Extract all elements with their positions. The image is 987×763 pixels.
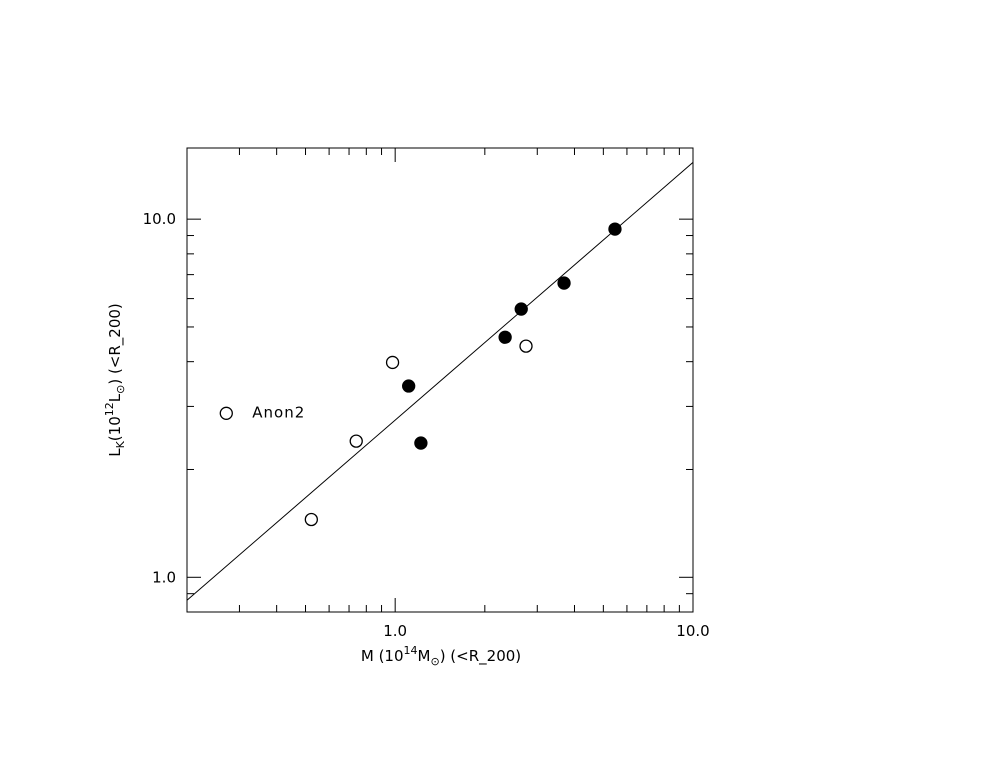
x-tick-label: 1.0 xyxy=(383,622,407,640)
y-label-part: (10 xyxy=(106,416,124,441)
y-label-sub: ⊙ xyxy=(114,385,127,394)
annotation: Anon2 xyxy=(252,403,305,421)
x-label-sub: ⊙ xyxy=(430,655,439,668)
y-tick-label: 10.0 xyxy=(143,210,176,228)
point xyxy=(414,436,428,450)
y-label-part: L xyxy=(106,393,124,402)
point xyxy=(514,302,528,316)
y-label-sub: K xyxy=(114,440,127,448)
point xyxy=(219,406,233,420)
point xyxy=(304,512,318,527)
y-label-part: ) (<R_200) xyxy=(106,303,125,384)
fit-line xyxy=(186,162,694,601)
y-label-part: L xyxy=(106,448,124,457)
x-label-part: ) (<R_200) xyxy=(440,647,521,666)
y-axis-label: LK(1012L⊙) (<R_200) xyxy=(103,303,127,457)
point xyxy=(557,276,571,290)
plot-frame xyxy=(186,147,694,613)
x-label-part: M (10 xyxy=(361,647,404,665)
point xyxy=(385,355,400,370)
x-label-part: M xyxy=(418,647,431,665)
y-tick-label: 1.0 xyxy=(152,568,176,586)
x-axis-label: M (1014M⊙) (<R_200) xyxy=(361,644,521,668)
point xyxy=(498,330,512,344)
point xyxy=(519,339,533,353)
y-label-sup: 12 xyxy=(103,402,116,416)
x-tick-label: 10.0 xyxy=(676,622,709,640)
point xyxy=(349,434,363,448)
x-label-sup: 14 xyxy=(404,644,418,657)
point xyxy=(608,222,622,236)
point xyxy=(402,379,416,393)
